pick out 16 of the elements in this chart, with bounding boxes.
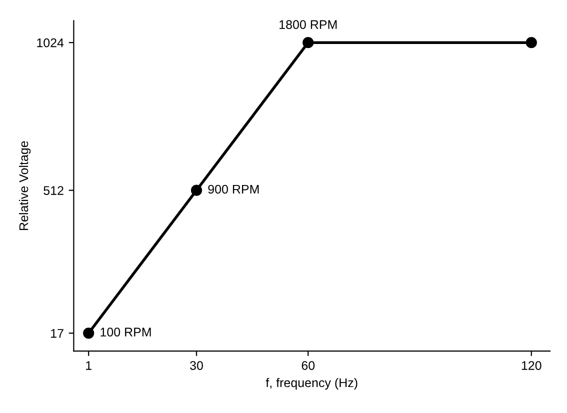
y-tick-label: 1024 <box>37 38 64 48</box>
annotation: 1800 RPM <box>280 20 337 29</box>
y-tick-label: 512 <box>44 186 64 195</box>
point <box>190 184 202 196</box>
x-tick-label: 30 <box>190 361 203 370</box>
point <box>302 37 314 48</box>
y-tick-label: 17 <box>51 329 64 338</box>
annotation: 900 RPM <box>208 184 259 194</box>
x-tick-label: 1 <box>86 361 92 370</box>
x-tick-label: 60 <box>302 361 315 370</box>
point <box>526 37 537 48</box>
x-axis-title: f, frequency (Hz) <box>266 378 358 390</box>
annotation: 100 RPM <box>100 328 151 337</box>
point <box>83 328 94 339</box>
y-axis-title: Relative Voltage <box>18 141 31 230</box>
x-tick-label: 120 <box>522 361 542 370</box>
